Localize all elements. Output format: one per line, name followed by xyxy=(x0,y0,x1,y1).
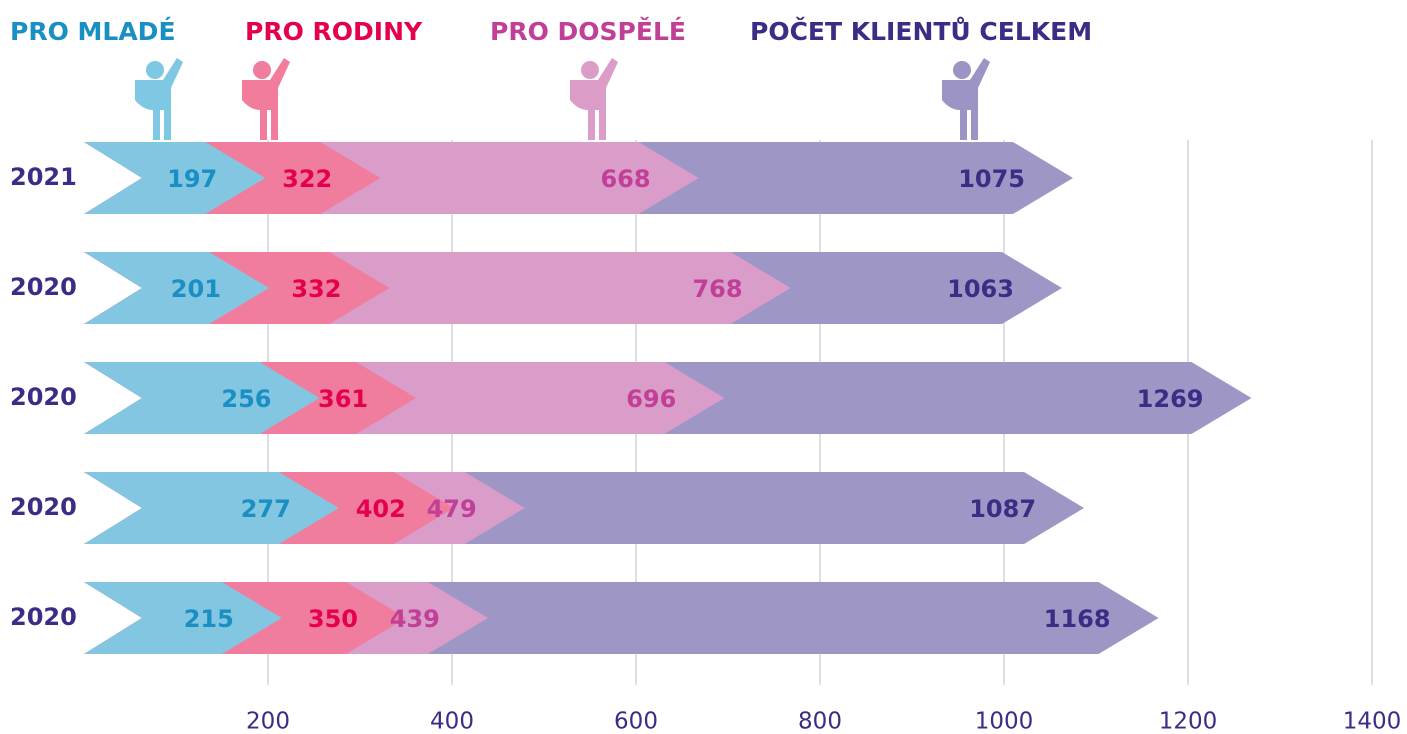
x-tick-label: 600 xyxy=(614,709,658,734)
category-label: 2021 xyxy=(10,163,77,191)
value-label: 668 xyxy=(600,165,650,193)
legend-label: PRO MLADÉ xyxy=(10,17,176,46)
value-label: 1063 xyxy=(947,275,1014,303)
category-label: 2020 xyxy=(10,603,77,631)
arrow-bar xyxy=(84,142,266,214)
x-tick-label: 200 xyxy=(246,709,290,734)
value-label: 1269 xyxy=(1137,385,1204,413)
value-label: 439 xyxy=(390,605,440,633)
category-label: 2020 xyxy=(10,383,77,411)
value-label: 256 xyxy=(221,385,271,413)
x-tick-label: 1000 xyxy=(975,709,1034,734)
legend-label: PRO RODINY xyxy=(245,17,423,46)
value-label: 402 xyxy=(356,495,406,523)
value-label: 1168 xyxy=(1044,605,1111,633)
person-icon xyxy=(570,58,618,140)
arrow-bar xyxy=(84,362,320,434)
arrow-bar xyxy=(84,582,282,654)
x-tick-label: 400 xyxy=(430,709,474,734)
value-label: 1087 xyxy=(969,495,1036,523)
category-label: 2020 xyxy=(10,493,77,521)
arrow-bar xyxy=(84,252,269,324)
category-label: 2020 xyxy=(10,273,77,301)
person-icon xyxy=(242,58,290,140)
value-label: 201 xyxy=(171,275,221,303)
person-icon xyxy=(135,58,183,140)
arrow-bar xyxy=(84,472,339,544)
x-tick-label: 1200 xyxy=(1159,709,1218,734)
value-label: 361 xyxy=(318,385,368,413)
x-tick-label: 1400 xyxy=(1343,709,1402,734)
value-label: 479 xyxy=(427,495,477,523)
value-label: 322 xyxy=(282,165,332,193)
legend-label: POČET KLIENTŮ CELKEM xyxy=(750,16,1092,46)
value-label: 350 xyxy=(308,605,358,633)
value-label: 696 xyxy=(626,385,676,413)
value-label: 277 xyxy=(241,495,291,523)
legend-label: PRO DOSPĚLÉ xyxy=(490,17,686,46)
value-label: 215 xyxy=(184,605,234,633)
value-label: 332 xyxy=(291,275,341,303)
value-label: 768 xyxy=(692,275,742,303)
value-label: 197 xyxy=(167,165,217,193)
x-tick-label: 800 xyxy=(798,709,842,734)
person-icon xyxy=(942,58,990,140)
value-label: 1075 xyxy=(958,165,1025,193)
